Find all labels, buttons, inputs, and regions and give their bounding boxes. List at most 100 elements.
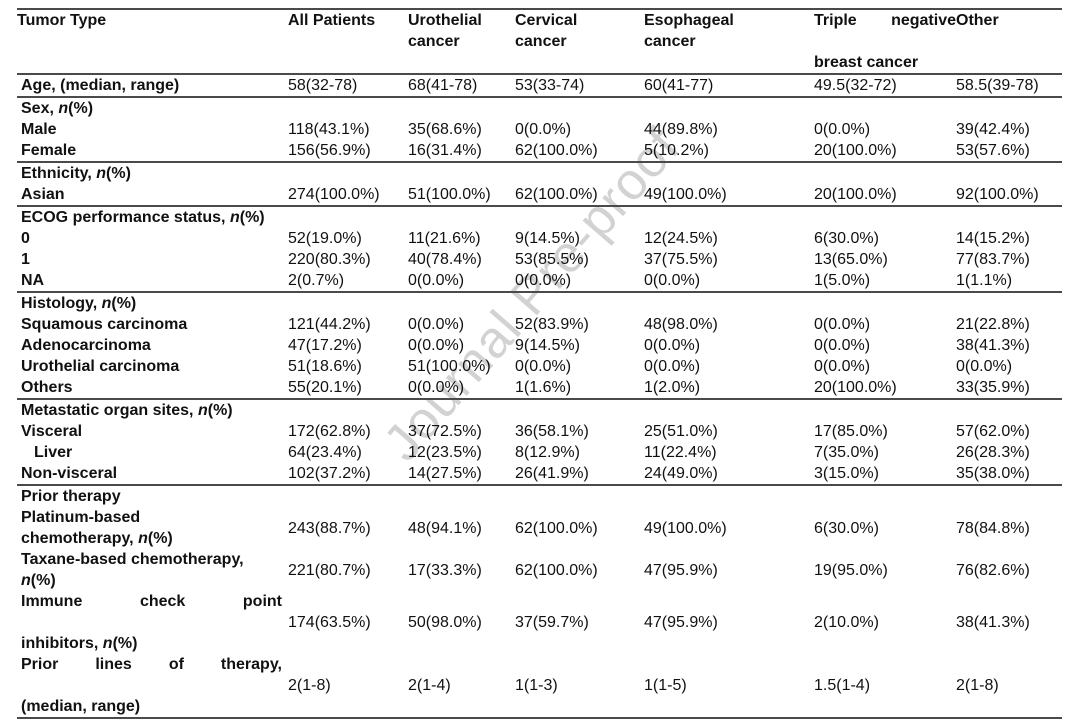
cell-value: 0(0.0%) bbox=[644, 337, 701, 354]
cell-value: 19(95.0%) bbox=[814, 561, 888, 579]
cell-value: 48(94.1%) bbox=[408, 519, 482, 537]
cell-value: 20(100.0%) bbox=[814, 184, 956, 207]
cell-value: 37(75.5%) bbox=[644, 251, 718, 268]
cell-value: 40(78.4%) bbox=[408, 251, 482, 268]
cell-value: 38(41.3%) bbox=[956, 337, 1030, 354]
cell-value bbox=[956, 292, 1062, 314]
cell-value: 47(95.9%) bbox=[644, 614, 718, 631]
table-row: Liver 64(23.4%) 12(23.5%) 8(12.9%) 11(22.4%)… bbox=[17, 442, 1062, 463]
cell-value: 50(98.0%) bbox=[408, 614, 482, 631]
cell-value bbox=[408, 485, 515, 507]
table-header: Tumor Type All Patients Urothelial cancer Ce… bbox=[17, 8, 1062, 75]
row-label: Adenocarcinoma bbox=[21, 337, 151, 354]
row-label: Age, (median, range) bbox=[17, 74, 288, 98]
cell-value: 1(1.6%) bbox=[515, 377, 644, 400]
row-label: Histology, n(%) bbox=[21, 295, 137, 312]
cell-value: 26(41.9%) bbox=[515, 463, 644, 486]
cell-value: 221(80.7%) bbox=[288, 561, 371, 579]
cell-value: 52(83.9%) bbox=[515, 316, 589, 333]
cell-value: 49(100.0%) bbox=[644, 184, 814, 207]
row-label: ECOG performance status, n(%) bbox=[21, 209, 265, 226]
cell-value: 0(0.0%) bbox=[814, 316, 871, 333]
cell-value: 25(51.0%) bbox=[644, 423, 718, 440]
cell-value: 35(68.6%) bbox=[408, 121, 482, 138]
cell-value: 17(33.3%) bbox=[408, 561, 482, 579]
table-row: Immune check point inhibitors, n(%) 174(63.5… bbox=[17, 591, 1062, 654]
row-label: Metastatic organ sites, n(%) bbox=[21, 402, 233, 419]
cell-value: 0(0.0%) bbox=[408, 377, 515, 400]
cell-value: 1(1-3) bbox=[515, 654, 644, 719]
cell-value bbox=[956, 162, 1062, 184]
cell-value bbox=[288, 162, 408, 184]
row-label: Prior lines of therapy, (median, range) bbox=[17, 654, 288, 719]
cell-value: 47(95.9%) bbox=[644, 561, 718, 579]
cell-value: 53(33-74) bbox=[515, 74, 644, 98]
table-row: 0 52(19.0%) 11(21.6%) 9(14.5%) 12(24.5%) 6(30… bbox=[17, 228, 1062, 249]
table-row: Others 55(20.1%) 0(0.0%) 1(1.6%) 1(2.0%) 20(1… bbox=[17, 377, 1062, 400]
cell-value: 274(100.0%) bbox=[288, 184, 408, 207]
cell-value: 0(0.0%) bbox=[408, 337, 465, 354]
cell-value bbox=[644, 485, 814, 507]
cell-value bbox=[515, 97, 644, 119]
cell-value: 102(37.2%) bbox=[288, 463, 408, 486]
cell-value: 14(15.2%) bbox=[956, 230, 1030, 247]
cell-value: 60(41-77) bbox=[644, 74, 814, 98]
row-label: Asian bbox=[17, 184, 288, 207]
cell-value bbox=[515, 206, 644, 228]
table-row: 1 220(80.3%) 40(78.4%) 53(85.5%) 37(75.5%) 13… bbox=[17, 249, 1062, 270]
row-label: Female bbox=[17, 140, 288, 163]
table-row: Male 118(43.1%) 35(68.6%) 0(0.0%) 44(89.8%) 0… bbox=[17, 119, 1062, 140]
cell-value: 62(100.0%) bbox=[515, 519, 598, 537]
cell-value bbox=[288, 97, 408, 119]
table-row: Visceral 172(62.8%) 37(72.5%) 36(58.1%) 25(5… bbox=[17, 421, 1062, 442]
cell-value: 1(1-5) bbox=[644, 654, 814, 719]
cell-value: 220(80.3%) bbox=[288, 251, 371, 268]
cell-value bbox=[288, 206, 408, 228]
cell-value bbox=[644, 292, 814, 314]
cell-value: 58.5(39-78) bbox=[956, 74, 1062, 98]
cell-value: 77(83.7%) bbox=[956, 251, 1030, 268]
cell-value: 39(42.4%) bbox=[956, 121, 1030, 138]
cell-value: 3(15.0%) bbox=[814, 463, 956, 486]
row-label: Squamous carcinoma bbox=[21, 316, 188, 333]
cell-value bbox=[515, 292, 644, 314]
table-row: Prior lines of therapy, (median, range) 2(1-8… bbox=[17, 654, 1062, 719]
row-label: 1 bbox=[21, 251, 30, 268]
cell-value: 52(19.0%) bbox=[288, 230, 362, 247]
cell-value: 44(89.8%) bbox=[644, 121, 718, 138]
table-row: Age, (median, range) 58(32-78) 68(41-78) 53… bbox=[17, 74, 1062, 98]
cell-value: 62(100.0%) bbox=[515, 561, 598, 579]
header-cell: Other bbox=[956, 8, 1062, 75]
cell-value bbox=[515, 399, 644, 421]
cell-value: 243(88.7%) bbox=[288, 519, 371, 537]
cell-value: 1(1.1%) bbox=[956, 270, 1062, 293]
cell-value bbox=[956, 97, 1062, 119]
cell-value: 11(21.6%) bbox=[408, 230, 481, 247]
cell-value: 51(100.0%) bbox=[408, 184, 515, 207]
cell-value: 51(100.0%) bbox=[408, 358, 491, 375]
row-label: Immune check point inhibitors, n(%) bbox=[21, 593, 282, 652]
cell-value: 0(0.0%) bbox=[408, 316, 465, 333]
table-body: Age, (median, range) 58(32-78) 68(41-78) 53… bbox=[17, 74, 1062, 719]
section-row: Histology, n(%) bbox=[17, 292, 1062, 314]
cell-value: 20(100.0%) bbox=[814, 377, 956, 400]
cell-value: 5(10.2%) bbox=[644, 140, 814, 163]
table-row: Asian 274(100.0%) 51(100.0%) 62(100.0%) 49(1… bbox=[17, 184, 1062, 207]
table-row: Non-visceral 102(37.2%) 14(27.5%) 26(41.9%)… bbox=[17, 463, 1062, 486]
cell-value: 92(100.0%) bbox=[956, 184, 1062, 207]
row-label: Visceral bbox=[21, 423, 83, 440]
cell-value bbox=[814, 292, 956, 314]
cell-value: 14(27.5%) bbox=[408, 463, 515, 486]
cell-value: 2(1-8) bbox=[956, 654, 1062, 719]
cell-value: 1(2.0%) bbox=[644, 377, 814, 400]
cell-value bbox=[515, 485, 644, 507]
cell-value bbox=[408, 399, 515, 421]
cell-value: 174(63.5%) bbox=[288, 614, 371, 631]
cell-value: 35(38.0%) bbox=[956, 463, 1062, 486]
table-row: NA 2(0.7%) 0(0.0%) 0(0.0%) 0(0.0%) 1(5.0%) 1(1… bbox=[17, 270, 1062, 293]
cell-value: 2(1-8) bbox=[288, 654, 408, 719]
row-label: Male bbox=[21, 121, 57, 138]
table-row: Platinum-based chemotherapy, n(%) 243(88.7… bbox=[17, 507, 1062, 549]
cell-value: 156(56.9%) bbox=[288, 140, 408, 163]
cell-value: 48(98.0%) bbox=[644, 316, 718, 333]
